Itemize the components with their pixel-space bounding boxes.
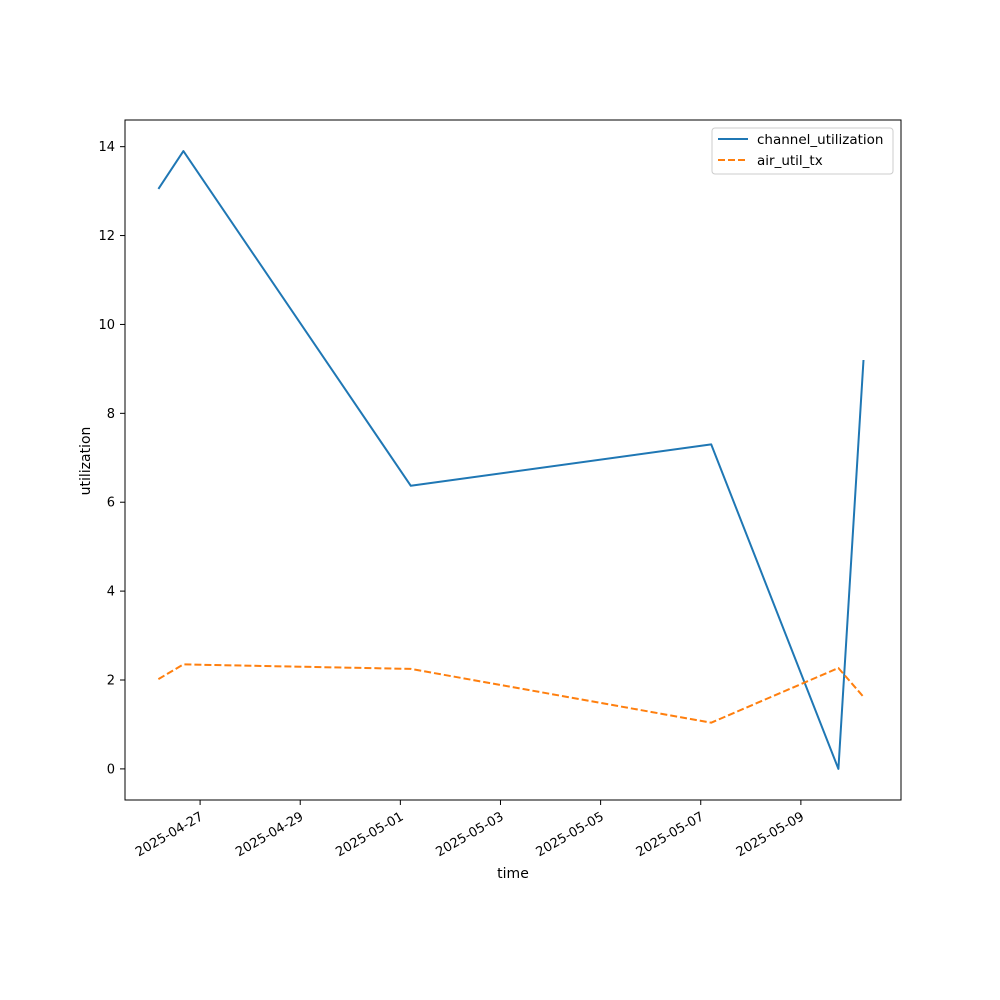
y-tick-label: 12: [98, 229, 115, 244]
y-axis-label: utilization: [78, 427, 94, 496]
series-line-air-util-tx: [157, 663, 865, 724]
y-axis-ticks: 0 2 4 6 8 10 12 14: [98, 140, 125, 777]
y-tick-label: 14: [98, 140, 115, 155]
y-tick-label: 8: [107, 407, 115, 422]
legend: channel_utilization air_util_tx: [711, 127, 894, 175]
plot-frame: [124, 119, 902, 801]
legend-box: [711, 127, 894, 175]
y-tick-label: 0: [107, 762, 115, 777]
legend-label: channel_utilization: [757, 132, 884, 148]
y-tick-label: 2: [107, 674, 115, 689]
legend-label: air_util_tx: [757, 153, 823, 169]
y-tick-label: 4: [107, 585, 115, 600]
y-tick-label: 6: [107, 496, 115, 511]
series-layer: [157, 150, 865, 770]
series-line-channel-utilization: [157, 150, 865, 770]
x-axis-label: time: [497, 866, 529, 882]
y-tick-label: 10: [98, 318, 115, 333]
